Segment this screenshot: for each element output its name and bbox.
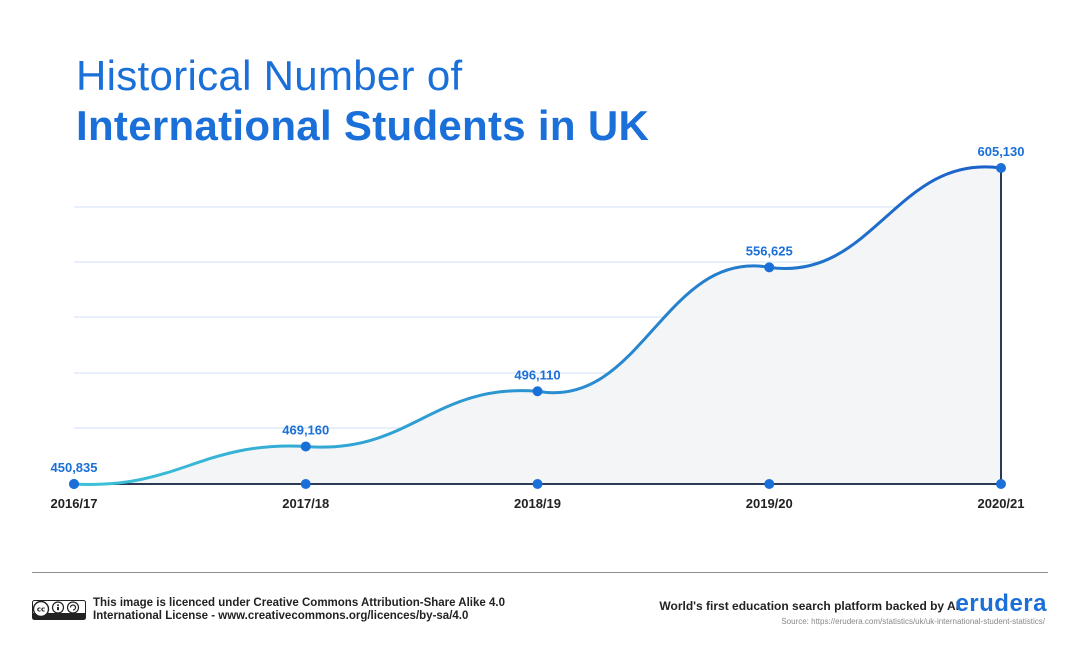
svg-text:cc: cc [37, 606, 45, 614]
license-text: This image is licenced under Creative Co… [93, 597, 533, 623]
data-label: 605,130 [978, 144, 1025, 159]
creative-commons-icon: cc [32, 600, 86, 620]
chart-title-line1: Historical Number of [76, 52, 463, 99]
tagline: World's first education search platform … [659, 599, 959, 613]
area-fill [74, 166, 1001, 485]
data-label: 496,110 [514, 367, 560, 382]
footer-divider [32, 572, 1048, 573]
x-tick-label: 2020/21 [978, 496, 1025, 511]
x-tick-label: 2018/19 [514, 496, 561, 511]
x-tick-label: 2019/20 [746, 496, 793, 511]
data-label: 556,625 [746, 243, 793, 258]
chart-title-line2: International Students in UK [76, 102, 650, 149]
data-point [764, 262, 775, 273]
data-label: 450,835 [51, 460, 98, 475]
x-tick-label: 2017/18 [282, 496, 329, 511]
license-line2: International License - www.creativecomm… [93, 610, 469, 622]
data-point [996, 163, 1006, 173]
series-line [72, 165, 1003, 486]
data-label: 469,160 [282, 422, 329, 437]
data-point [532, 386, 543, 397]
data-point [300, 441, 311, 452]
axis-point [764, 479, 775, 489]
data-point [69, 479, 79, 489]
axis-point [532, 479, 543, 489]
x-tick-label: 2016/17 [51, 496, 98, 511]
brand-logo[interactable]: erudera [955, 590, 1047, 617]
line-chart: 450,835 2016/17 469,160 2017/18 496,110 2018/… [51, 144, 1025, 511]
axis-point [996, 479, 1006, 489]
axis-point [300, 479, 311, 489]
license-line1: This image is licenced under Creative Co… [93, 597, 505, 609]
source-note: Source: https://erudera.com/statistics/u… [781, 617, 1045, 626]
